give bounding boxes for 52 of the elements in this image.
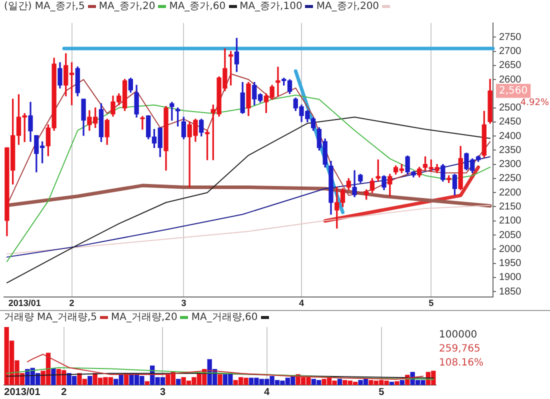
legend-label: MA_종가,5 [34, 1, 85, 12]
y-tick-label: 2250 [499, 173, 522, 184]
bar [218, 374, 222, 385]
text: 4.92% [520, 98, 550, 108]
y-tick-label: 2500 [499, 102, 522, 114]
x-tick-label: 5 [428, 298, 434, 308]
text: 259,765 [439, 344, 480, 355]
bar [88, 376, 92, 385]
y-tick-label: 2300 [499, 159, 522, 170]
y-tick-label: 2150 [499, 201, 522, 212]
y-tick-label: 1850 [499, 286, 522, 298]
y-tick-label: 2400 [499, 130, 522, 142]
bar [176, 378, 181, 385]
y-tick-label: 2000 [499, 244, 522, 255]
y-tick-label: 2350 [499, 144, 522, 156]
x-tick-label: 2013/01 [8, 298, 41, 308]
y-tick-label: 1900 [499, 272, 522, 284]
y-tick-label: 2600 [499, 74, 522, 86]
chart-title: 거래량 [4, 312, 34, 323]
y-tick-label: 2100 [499, 216, 522, 227]
bar [400, 380, 404, 385]
legend-label: MA_거래량,5 [37, 312, 98, 323]
x-tick-label: 2 [69, 298, 74, 308]
legend-label: MA_종가,20 [98, 1, 156, 12]
legend-label: MA_거래량,60 [191, 312, 258, 323]
y-tick-label: 2750 [499, 32, 522, 43]
bar [144, 381, 150, 385]
bar [394, 381, 400, 385]
x-tick-label: 4 [299, 298, 304, 308]
text: 100000 [439, 330, 478, 341]
legend-label: MA_종가,60 [169, 1, 226, 12]
annotation: 2,560 [499, 85, 528, 96]
x-tick-label: 4 [264, 386, 270, 398]
bar [337, 378, 342, 385]
y-tick-label: 2700 [499, 46, 522, 58]
chart-title: (일간) [4, 1, 32, 12]
x-tick-label: 5 [378, 386, 385, 398]
y-tick-label: 1950 [499, 258, 522, 270]
x-tick-label: 3 [160, 386, 166, 398]
y-tick-label: 2650 [499, 60, 522, 72]
bar [51, 368, 56, 385]
x-tick-label: 2013/01 [4, 386, 41, 398]
x-tick-label: 2 [61, 386, 68, 398]
y-tick-label: 2200 [499, 187, 522, 198]
text: 108.16% [439, 358, 484, 369]
legend-label: MA_거래량,20 [111, 312, 178, 323]
bar [389, 382, 394, 385]
x-tick-label: 3 [181, 298, 186, 308]
legend-label: MA_종가,100 [240, 1, 302, 12]
y-tick-label: 2050 [499, 230, 522, 241]
legend-label: MA_종가,200 [316, 1, 380, 12]
y-tick-label: 2450 [499, 116, 522, 128]
